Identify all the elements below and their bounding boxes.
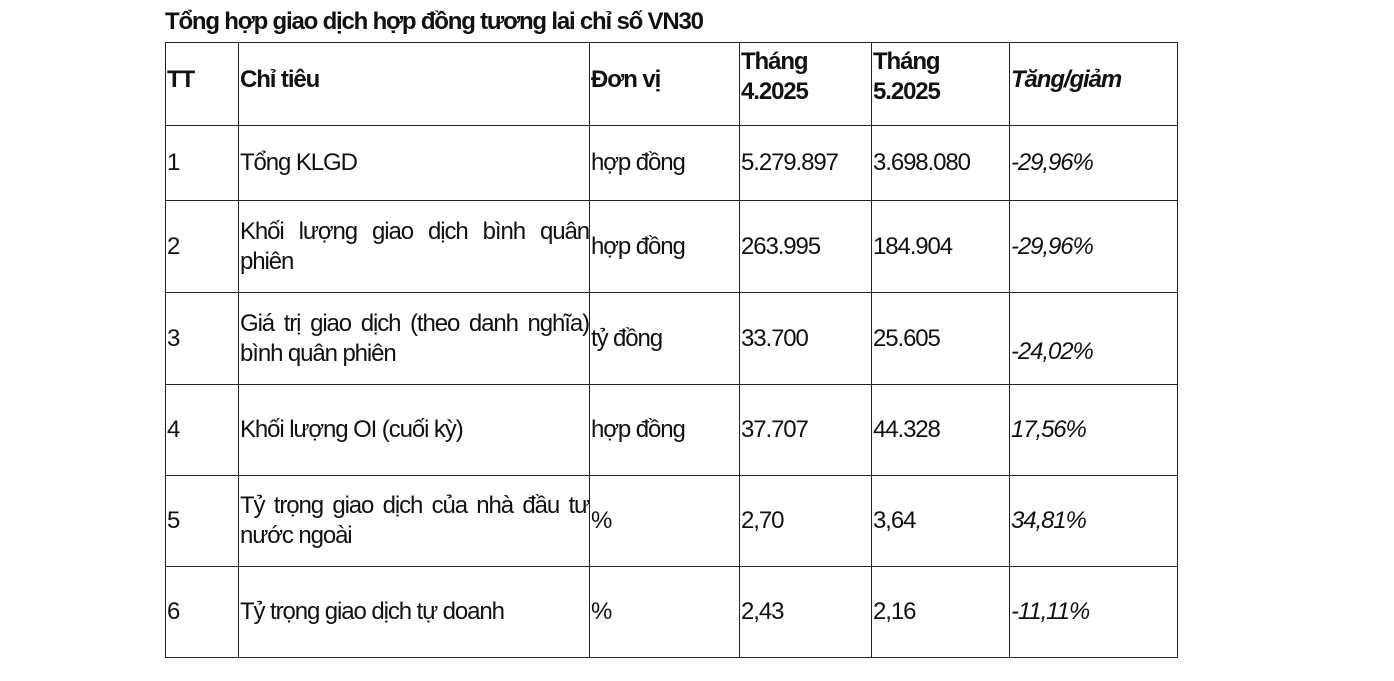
header-row: TT Chỉ tiêu Đơn vị Tháng 4.2025 Tháng 5.… bbox=[165, 42, 1178, 126]
header-unit: Đơn vị bbox=[589, 42, 740, 126]
row-tt: 5 bbox=[165, 475, 239, 567]
row-may: 25.605 bbox=[871, 292, 1010, 385]
row-unit: % bbox=[589, 566, 740, 658]
row-change: 34,81% bbox=[1009, 475, 1178, 567]
table-row: 1 Tổng KLGD hợp đồng 5.279.897 3.698.080… bbox=[165, 125, 1178, 201]
row-change: -11,11% bbox=[1009, 566, 1178, 658]
header-tt: TT bbox=[165, 42, 239, 126]
row-unit: tỷ đồng bbox=[589, 292, 740, 385]
row-april: 37.707 bbox=[739, 384, 872, 476]
row-april: 263.995 bbox=[739, 200, 872, 293]
row-unit: hợp đồng bbox=[589, 200, 740, 293]
row-indicator: Tổng KLGD bbox=[238, 125, 590, 201]
row-tt: 6 bbox=[165, 566, 239, 658]
table-row: 6 Tỷ trọng giao dịch tự doanh % 2,43 2,1… bbox=[165, 566, 1178, 658]
row-unit: hợp đồng bbox=[589, 125, 740, 201]
header-may: Tháng 5.2025 bbox=[871, 42, 1010, 126]
table-title: Tổng hợp giao dịch hợp đồng tương lai ch… bbox=[165, 8, 704, 35]
row-indicator: Khối lượng giao dịch bình quân phiên bbox=[238, 200, 590, 293]
row-april: 2,70 bbox=[739, 475, 872, 567]
table-row: 4 Khối lượng OI (cuối kỳ) hợp đồng 37.70… bbox=[165, 384, 1178, 476]
row-indicator: Giá trị giao dịch (theo danh nghĩa) bình… bbox=[238, 292, 590, 385]
row-indicator: Tỷ trọng giao dịch tự doanh bbox=[238, 566, 590, 658]
row-tt: 1 bbox=[165, 125, 239, 201]
row-change: -29,96% bbox=[1009, 200, 1178, 293]
row-tt: 4 bbox=[165, 384, 239, 476]
row-change: -29,96% bbox=[1009, 125, 1178, 201]
row-indicator: Tỷ trọng giao dịch của nhà đầu tư nước n… bbox=[238, 475, 590, 567]
row-april: 2,43 bbox=[739, 566, 872, 658]
row-may: 3.698.080 bbox=[871, 125, 1010, 201]
header-indicator: Chỉ tiêu bbox=[238, 42, 590, 126]
row-change: 17,56% bbox=[1009, 384, 1178, 476]
row-indicator: Khối lượng OI (cuối kỳ) bbox=[238, 384, 590, 476]
row-unit: hợp đồng bbox=[589, 384, 740, 476]
row-may: 2,16 bbox=[871, 566, 1010, 658]
table-row: 5 Tỷ trọng giao dịch của nhà đầu tư nước… bbox=[165, 475, 1178, 567]
row-april: 5.279.897 bbox=[739, 125, 872, 201]
header-april: Tháng 4.2025 bbox=[739, 42, 872, 126]
table-row: 3 Giá trị giao dịch (theo danh nghĩa) bì… bbox=[165, 292, 1178, 385]
row-tt: 2 bbox=[165, 200, 239, 293]
futures-summary-table: TT Chỉ tiêu Đơn vị Tháng 4.2025 Tháng 5.… bbox=[165, 42, 1178, 658]
row-may: 44.328 bbox=[871, 384, 1010, 476]
row-april: 33.700 bbox=[739, 292, 872, 385]
row-unit: % bbox=[589, 475, 740, 567]
table-row: 2 Khối lượng giao dịch bình quân phiên h… bbox=[165, 200, 1178, 293]
row-may: 3,64 bbox=[871, 475, 1010, 567]
row-may: 184.904 bbox=[871, 200, 1010, 293]
row-tt: 3 bbox=[165, 292, 239, 385]
row-change: -24,02% bbox=[1009, 292, 1178, 385]
header-change: Tăng/giảm bbox=[1009, 42, 1178, 126]
